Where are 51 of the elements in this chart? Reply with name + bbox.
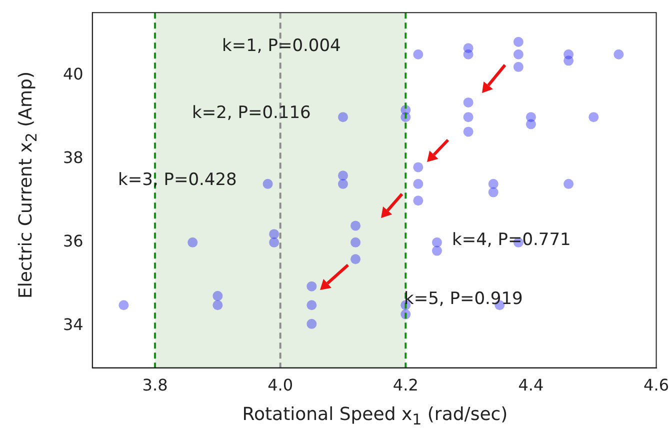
point bbox=[432, 237, 442, 248]
x-tick-label: 3.8 bbox=[142, 376, 168, 395]
point bbox=[463, 97, 474, 108]
point bbox=[614, 49, 624, 60]
point bbox=[513, 62, 524, 72]
point bbox=[269, 229, 280, 240]
point bbox=[463, 43, 474, 54]
point bbox=[338, 112, 348, 122]
point bbox=[564, 178, 574, 189]
x-tick-label: 4.2 bbox=[392, 376, 418, 395]
annotation: k=5, P=0.919 bbox=[404, 289, 523, 309]
point bbox=[588, 112, 599, 122]
point bbox=[488, 187, 498, 198]
point bbox=[338, 178, 348, 189]
point bbox=[306, 300, 317, 310]
point bbox=[413, 178, 424, 189]
point bbox=[188, 237, 198, 248]
point bbox=[513, 49, 524, 60]
point bbox=[350, 237, 361, 248]
x-tick-label: 4.0 bbox=[268, 376, 294, 395]
point bbox=[338, 170, 348, 181]
y-tick-label: 40 bbox=[63, 64, 84, 84]
y-tick-label: 36 bbox=[63, 232, 84, 251]
point bbox=[350, 254, 361, 264]
point bbox=[463, 112, 474, 122]
y-tick-label: 34 bbox=[63, 315, 84, 334]
point bbox=[118, 300, 129, 310]
point bbox=[526, 119, 536, 130]
point bbox=[564, 56, 574, 66]
point bbox=[262, 178, 273, 189]
x-axis-title: Rotational Speed x$_{1}$ (rad/sec) bbox=[241, 404, 509, 429]
point bbox=[212, 300, 223, 310]
y-tick-label: 38 bbox=[63, 148, 84, 168]
point bbox=[432, 246, 442, 256]
annotation: k=3, P=0.428 bbox=[118, 170, 237, 190]
point bbox=[413, 162, 424, 172]
annotation: k=2, P=0.116 bbox=[192, 103, 311, 123]
point bbox=[463, 126, 474, 137]
point bbox=[212, 290, 223, 301]
point bbox=[306, 281, 317, 292]
point bbox=[413, 196, 424, 206]
point bbox=[488, 178, 498, 189]
point bbox=[413, 49, 424, 60]
point bbox=[350, 220, 361, 231]
x-tick-label: 4.6 bbox=[644, 376, 670, 395]
point bbox=[513, 36, 524, 47]
point bbox=[269, 237, 280, 248]
annotation: k=4, P=0.771 bbox=[452, 230, 571, 250]
x-tick-label: 4.4 bbox=[518, 376, 544, 395]
point bbox=[306, 318, 317, 329]
annotation: k=1, P=0.004 bbox=[222, 36, 341, 56]
